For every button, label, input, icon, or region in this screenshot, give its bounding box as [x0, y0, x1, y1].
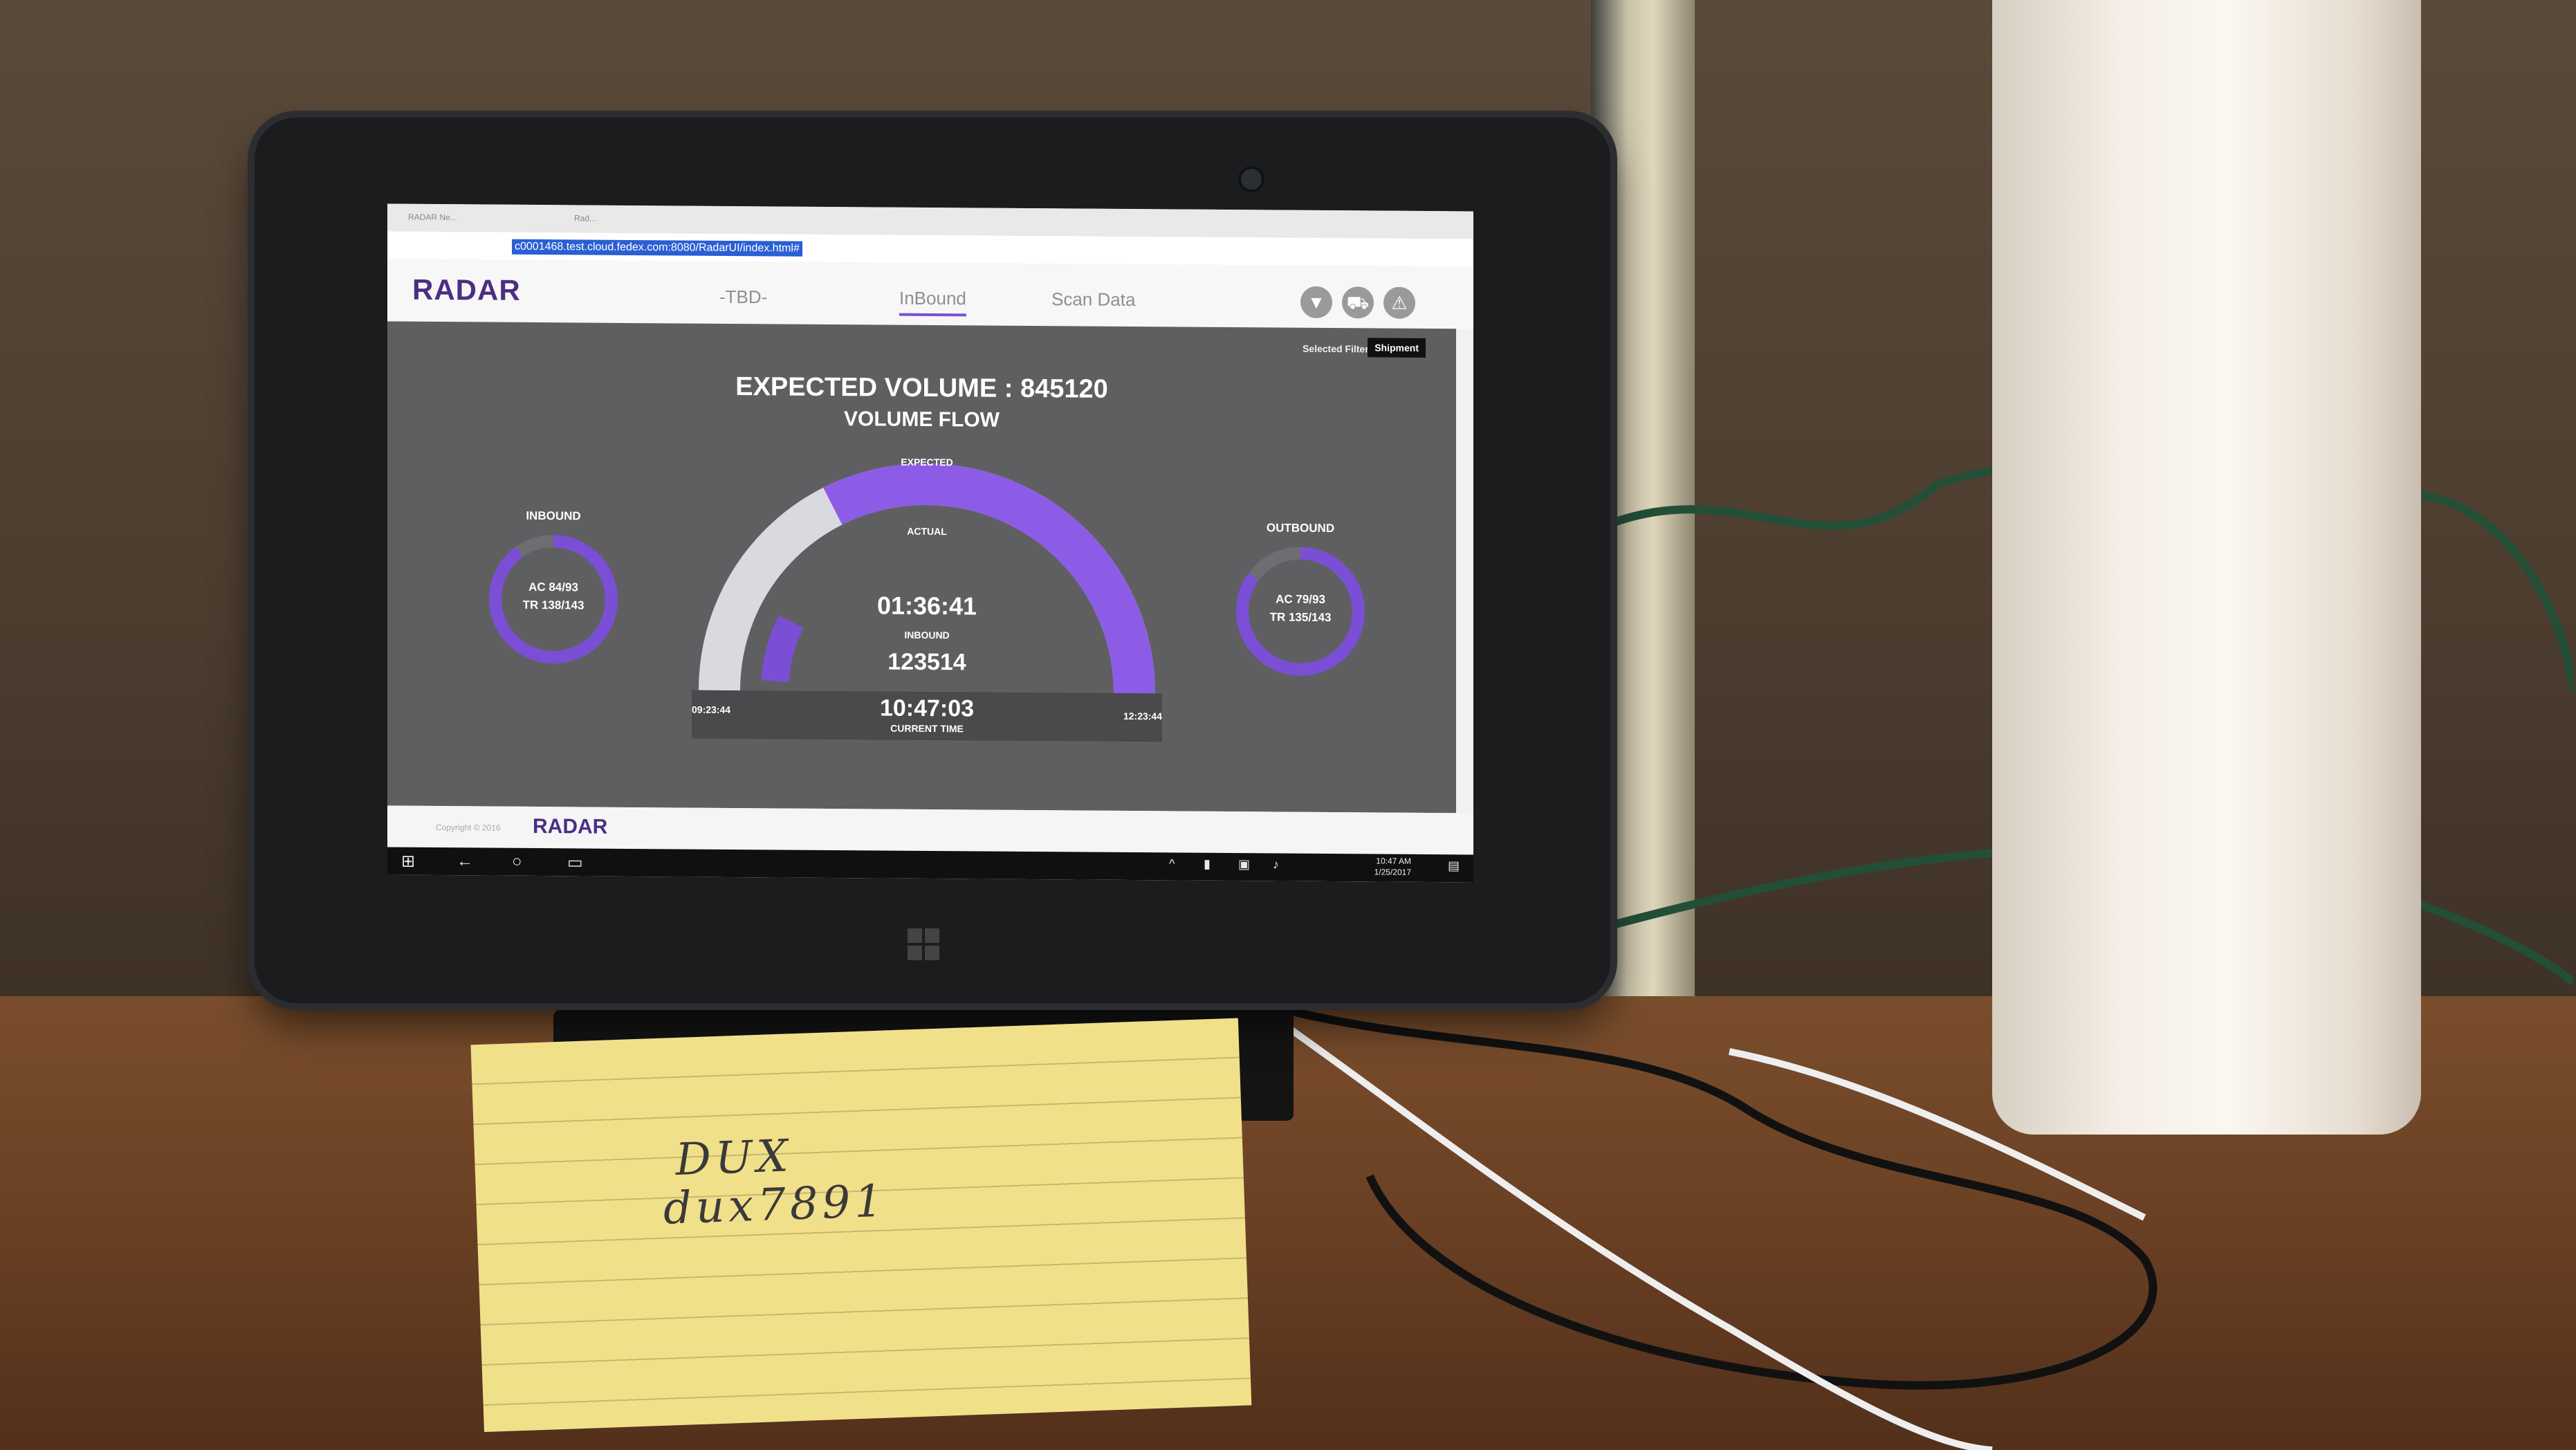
camera-icon [1238, 166, 1264, 192]
inbound-progress-arc [489, 535, 618, 664]
gauge-time-bar [692, 690, 1162, 742]
outbound-progress-arc [1236, 547, 1365, 676]
task-view-icon[interactable]: ▭ [567, 853, 583, 872]
taskbar-date: 1/25/2017 [1374, 867, 1411, 877]
gauge-expected-label: EXPECTED [901, 456, 953, 468]
gauge-end-time: 12:23:44 [1123, 710, 1162, 722]
search-icon[interactable]: ○ [512, 852, 522, 871]
taskbar-clock[interactable]: 10:47 AM 1/25/2017 [1374, 855, 1411, 877]
filter-chip-shipment[interactable]: Shipment [1368, 338, 1426, 358]
gauge-actual-label: ACTUAL [907, 525, 947, 538]
inbound-donut [489, 535, 618, 664]
taskbar-time: 10:47 AM [1376, 856, 1411, 866]
dashboard-panel: Selected Filters : Shipment EXPECTED VOL… [387, 321, 1456, 814]
outbound-counts: AC 79/93 TR 135/143 [1231, 590, 1370, 627]
inbound-tr: TR 138/143 [522, 598, 585, 612]
battery-icon[interactable]: ▮ [1204, 856, 1211, 871]
windows-button-icon[interactable] [906, 927, 941, 962]
gauge-actual-arc [761, 615, 804, 683]
back-icon[interactable]: ← [457, 852, 473, 871]
outbound-ac: AC 79/93 [1276, 592, 1325, 606]
tablet-cables [1271, 1006, 2158, 1450]
gauge-inbound-count: 123514 [887, 648, 966, 676]
note-line-1: DUX [674, 1130, 793, 1186]
notifications-icon[interactable]: ▤ [1447, 859, 1460, 873]
inbound-counts: AC 84/93 TR 138/143 [484, 578, 623, 614]
volume-icon[interactable]: ♪ [1273, 857, 1279, 872]
warning-icon[interactable]: ⚠ [1383, 286, 1415, 319]
nav-inbound[interactable]: InBound [899, 287, 966, 317]
tablet-screen: RADAR Ne... Rad... c0001468.test.cloud.f… [387, 203, 1473, 883]
app-header: RADAR -TBD- InBound Scan Data ▼ ⛟ ⚠ [387, 259, 1473, 329]
network-icon[interactable]: ▣ [1238, 857, 1251, 872]
volume-flow-gauge [692, 463, 1162, 742]
app-footer: Copyright © 2016 RADAR [387, 805, 1473, 855]
copyright-text: Copyright © 2016 [436, 823, 501, 833]
nav-scan-data[interactable]: Scan Data [1051, 288, 1136, 311]
expected-volume: EXPECTED VOLUME : 845120 [735, 372, 1108, 404]
current-time: 10:47:03 [879, 695, 975, 722]
browser-tab[interactable]: Rad... [574, 213, 597, 223]
inbound-ac: AC 84/93 [528, 580, 578, 594]
nav-tbd[interactable]: -TBD- [719, 286, 768, 308]
url-text[interactable]: c0001468.test.cloud.fedex.com:8080/Radar… [512, 239, 802, 257]
sticky-note: DUX dux7891 [470, 1018, 1252, 1432]
gauge-inbound-label: INBOUND [904, 629, 950, 641]
filter-icon[interactable]: ▼ [1300, 286, 1332, 319]
gauge-elapsed: 01:36:41 [876, 591, 977, 621]
app-logo[interactable]: RADAR [412, 273, 521, 306]
outbound-donut-title: OUTBOUND [1266, 521, 1335, 535]
chevron-up-icon[interactable]: ^ [1169, 856, 1175, 871]
truck-icon[interactable]: ⛟ [1342, 286, 1374, 319]
footer-logo: RADAR [533, 814, 608, 838]
start-icon[interactable]: ⊞ [401, 852, 416, 871]
inbound-donut-title: INBOUND [526, 508, 581, 523]
volume-flow-title: VOLUME FLOW [844, 407, 1000, 432]
gauge-start-time: 09:23:44 [692, 704, 731, 715]
current-time-label: CURRENT TIME [890, 722, 964, 735]
outbound-donut [1236, 547, 1365, 676]
outbound-tr: TR 135/143 [1269, 610, 1332, 625]
gauge-expected-arc [823, 463, 1155, 694]
note-line-2: dux7891 [662, 1175, 888, 1235]
paper-towel-roll [1992, 0, 2421, 1135]
browser-tab[interactable]: RADAR Ne... [408, 212, 457, 223]
